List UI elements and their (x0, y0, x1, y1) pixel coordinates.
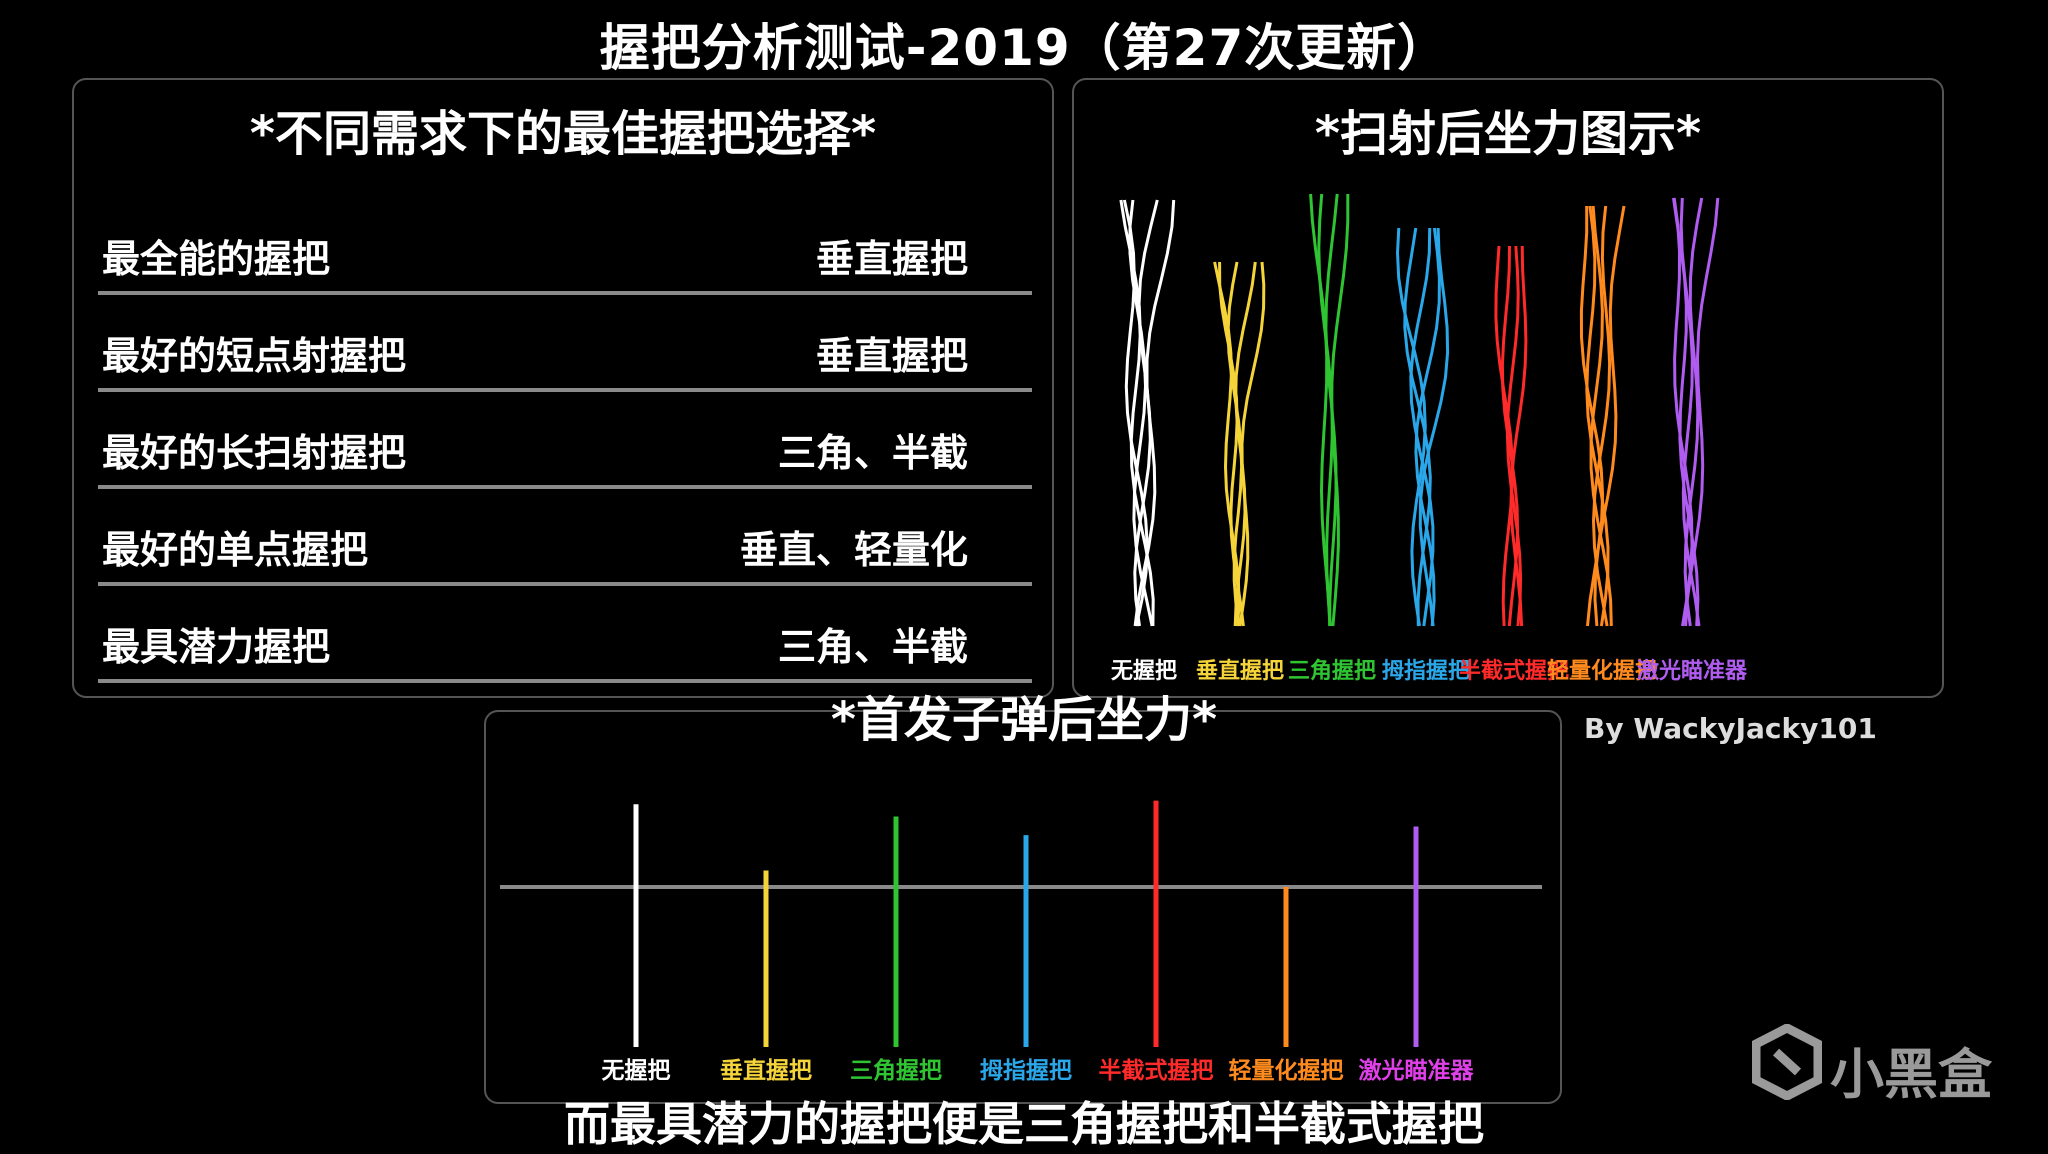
row-label: 最全能的握把 (102, 237, 331, 281)
first-shot-recoil-panel: 无握把 垂直握把 三角握把 拇指握把 半截式握把 轻量化握把 激光瞄准器 (484, 710, 1562, 1104)
xiaoheihe-logo: 小黑盒 (1752, 1024, 1992, 1106)
row-value: 垂直、轻量化 (739, 528, 968, 572)
best-grip-panel: *不同需求下的最佳握把选择* 最全能的握把 垂直握把 最好的短点射握把 垂直握把… (72, 78, 1054, 698)
spray-strand (1418, 227, 1450, 627)
spray-series-4 (1494, 245, 1528, 627)
spray-series-5 (1579, 205, 1626, 627)
row-label: 最好的长扫射握把 (102, 431, 407, 475)
spray-strand (1233, 261, 1257, 627)
spray-strand (1128, 199, 1154, 627)
logo-text: 小黑盒 (1830, 1043, 1992, 1106)
spray-strand (1585, 205, 1610, 627)
spray-strand (1414, 227, 1441, 627)
spray-series-1 (1213, 261, 1266, 627)
video-subtitle: 而最具潜力的握把便是三角握把和半截式握把 (564, 1097, 1484, 1151)
spray-series-2 (1309, 193, 1350, 627)
table-row: 最好的长扫射握把 三角、半截 (98, 392, 1032, 489)
bar-category-label: 无握把 (602, 1058, 671, 1084)
row-value: 垂直握把 (815, 334, 968, 378)
spray-strand (1505, 245, 1523, 627)
best-grip-panel-title: *不同需求下的最佳握把选择* (249, 106, 877, 162)
spray-strand (1679, 197, 1701, 627)
author-credit: By WackyJacky101 (1584, 712, 1877, 745)
spray-recoil-title: *扫射后坐力图示* (1314, 106, 1702, 162)
bar-category-label: 激光瞄准器 (1359, 1057, 1475, 1084)
bar-category-label: 半截式握把 (1099, 1058, 1214, 1084)
spray-strand (1589, 205, 1613, 627)
spray-series-6 (1672, 197, 1720, 627)
row-value: 垂直握把 (815, 237, 968, 281)
xiaoheihe-logo-icon (1752, 1024, 1822, 1100)
spray-strand (1593, 205, 1626, 627)
table-row: 最具潜力握把 三角、半截 (98, 586, 1032, 683)
spray-legend-label: 三角握把 (1288, 658, 1376, 684)
row-value: 三角、半截 (777, 431, 968, 475)
spray-strand (1672, 197, 1694, 627)
bar-category-label: 三角握把 (850, 1057, 942, 1084)
spray-legend-label: 拇指握把 (1382, 658, 1470, 684)
spray-series-0 (1119, 199, 1176, 627)
first-shot-recoil-chart: 无握把 垂直握把 三角握把 拇指握把 半截式握把 轻量化握把 激光瞄准器 (500, 800, 1542, 1084)
table-row: 最全能的握把 垂直握把 (98, 198, 1032, 295)
table-row: 最好的单点握把 垂直、轻量化 (98, 489, 1032, 586)
spray-strand (1684, 197, 1720, 627)
bar-category-label: 垂直握把 (720, 1057, 812, 1084)
spray-legend-label: 无握把 (1111, 658, 1177, 684)
row-value: 三角、半截 (777, 625, 968, 669)
first-shot-recoil-title: *首发子弹后坐力* (830, 692, 1218, 748)
page-title: 握把分析测试-2019（第27次更新） (599, 19, 1449, 77)
spray-strand (1509, 245, 1528, 627)
table-row: 最好的短点射握把 垂直握把 (98, 295, 1032, 392)
spray-legend-label: 垂直握把 (1196, 658, 1284, 684)
spray-strand (1403, 227, 1432, 627)
spray-strand (1238, 261, 1266, 627)
row-label: 最好的短点射握把 (102, 334, 407, 378)
best-grip-table: 最全能的握把 垂直握把 最好的短点射握把 垂直握把 最好的长扫射握把 三角、半截… (98, 198, 1032, 683)
spray-strand (1683, 197, 1704, 627)
row-label: 最好的单点握把 (102, 528, 369, 572)
spray-strand (1494, 245, 1514, 627)
spray-strand (1330, 194, 1350, 627)
spray-strand (1133, 199, 1176, 627)
spray-legend-label: 半截式握把 (1459, 658, 1569, 684)
spray-recoil-panel: *扫射后坐力图示* 无握把 垂直握把 三角握把 拇指握把 半截式握把 轻量化握把 激光瞄准器 (1072, 78, 1944, 698)
bar-category-label: 轻量化握把 (1229, 1057, 1344, 1084)
spray-strand (1591, 205, 1612, 627)
spray-legend-label: 激光瞄准器 (1637, 658, 1748, 684)
bar-category-label: 拇指握把 (980, 1058, 1072, 1084)
spray-legend-label: 轻量化握把 (1547, 658, 1657, 684)
spray-series-3 (1395, 227, 1450, 627)
row-label: 最具潜力握把 (102, 625, 331, 669)
